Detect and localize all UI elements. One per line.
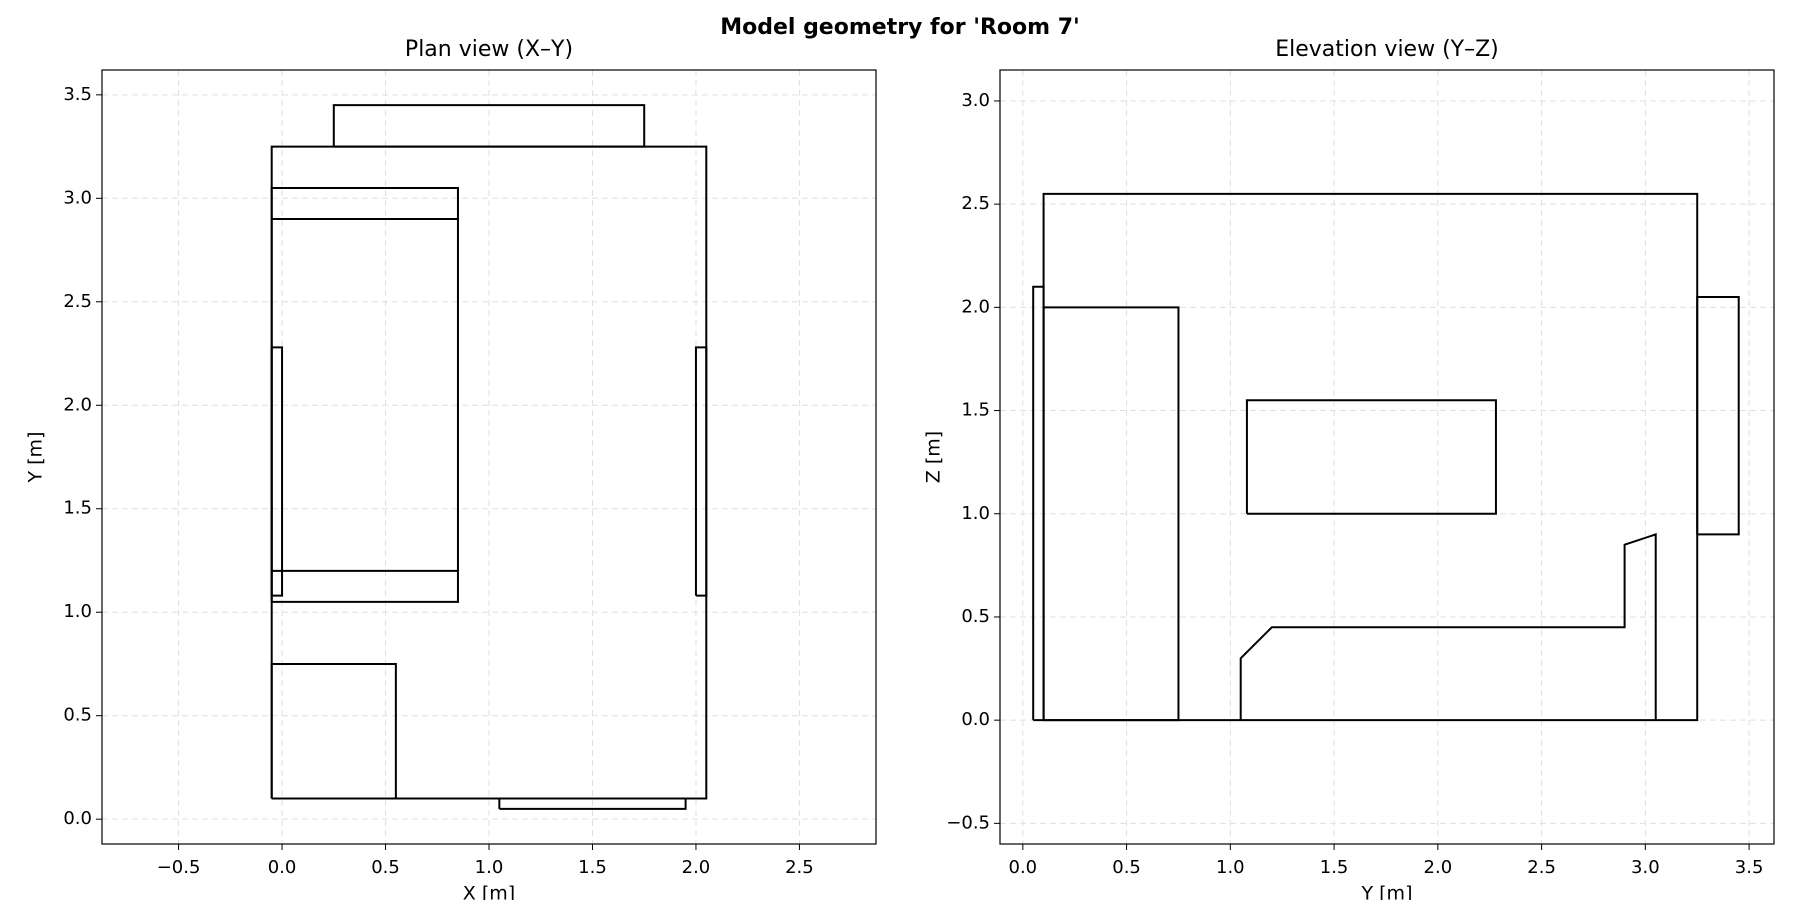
x-tick-label: 0.5 — [1112, 857, 1141, 878]
x-tick-label: 0.0 — [268, 857, 297, 878]
outline — [332, 104, 646, 148]
y-tick-label: 0.5 — [63, 705, 92, 726]
axes-frame — [999, 69, 1775, 845]
axes-title: Plan view (X–Y) — [405, 37, 573, 62]
outline — [1245, 399, 1497, 515]
outline — [498, 797, 687, 810]
x-tick-label: 2.0 — [682, 857, 711, 878]
y-tick-label: 0.5 — [961, 606, 990, 627]
outline — [270, 346, 284, 597]
axes-title: Elevation view (Y–Z) — [1275, 37, 1499, 62]
x-tick-label: 1.5 — [1320, 857, 1349, 878]
x-axis-label: X [m] — [463, 883, 515, 901]
x-tick-label: 2.0 — [1424, 857, 1453, 878]
axes-frame — [101, 69, 877, 845]
x-tick-label: 0.5 — [371, 857, 400, 878]
y-tick-label: 1.5 — [961, 400, 990, 421]
y-tick-label: 2.0 — [63, 394, 92, 415]
y-tick-label: 1.0 — [961, 503, 990, 524]
outline — [270, 662, 397, 800]
y-tick-label: 1.0 — [63, 601, 92, 622]
y-tick-label: 0.0 — [63, 808, 92, 829]
y-tick-label: 2.5 — [961, 193, 990, 214]
figure-title: Model geometry for 'Room 7' — [720, 15, 1080, 40]
outline — [270, 186, 459, 603]
x-axis-label: Y [m] — [1361, 883, 1413, 901]
x-tick-label: 3.0 — [1631, 857, 1660, 878]
outline — [1042, 306, 1180, 722]
y-tick-label: 1.5 — [63, 498, 92, 519]
x-tick-label: 0.0 — [1009, 857, 1038, 878]
y-axis-label: Z [m] — [923, 431, 945, 483]
x-tick-label: 1.0 — [1216, 857, 1245, 878]
y-tick-label: 3.5 — [63, 84, 92, 105]
x-tick-label: 3.5 — [1735, 857, 1764, 878]
y-tick-label: 0.0 — [961, 709, 990, 730]
x-tick-label: 2.5 — [785, 857, 814, 878]
outline — [1032, 285, 1045, 722]
x-tick-label: 1.0 — [475, 857, 504, 878]
y-axis-label: Y [m] — [25, 432, 47, 484]
x-tick-label: 1.5 — [578, 857, 607, 878]
y-tick-label: 2.5 — [63, 291, 92, 312]
y-tick-label: 3.0 — [961, 90, 990, 111]
x-tick-label: −0.5 — [157, 857, 201, 878]
y-tick-label: −0.5 — [946, 812, 990, 833]
outline — [1239, 533, 1657, 721]
outline — [694, 346, 708, 597]
y-tick-label: 3.0 — [63, 187, 92, 208]
y-tick-label: 2.0 — [961, 296, 990, 317]
outline — [1696, 296, 1740, 536]
x-tick-label: 2.5 — [1527, 857, 1556, 878]
